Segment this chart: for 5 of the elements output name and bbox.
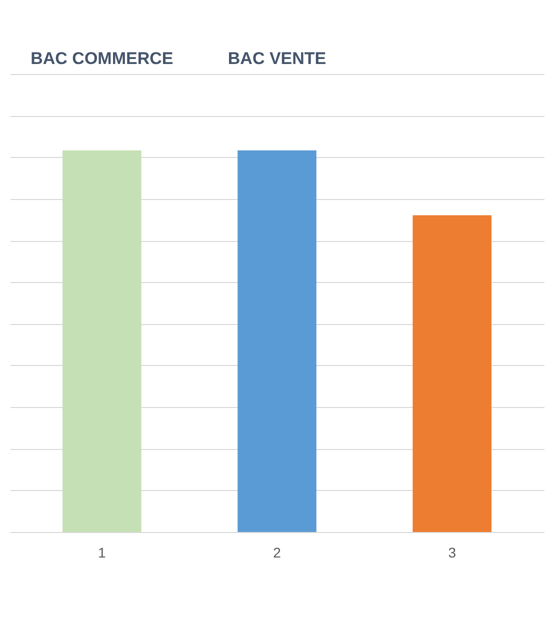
text: BAC COMMERCE bbox=[30, 49, 174, 68]
x-tick-label: 2 bbox=[273, 544, 282, 560]
x-tick-label: 1 bbox=[98, 544, 106, 560]
text: BAC VENTE bbox=[228, 49, 326, 68]
x-tick-label: 3 bbox=[448, 544, 456, 560]
